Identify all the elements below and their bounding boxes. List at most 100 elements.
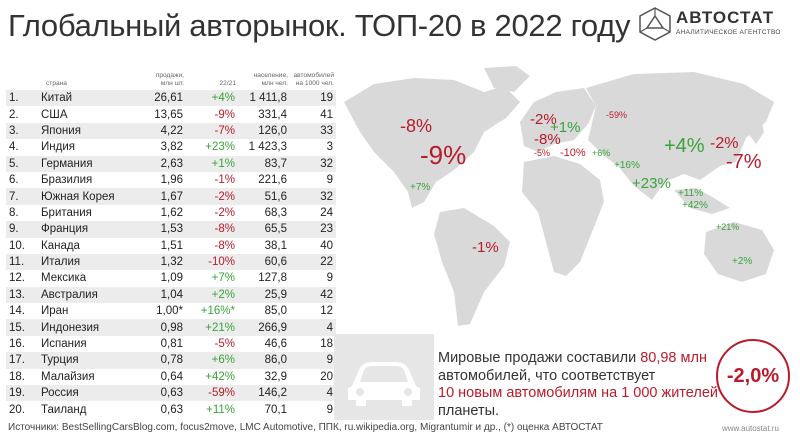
- table-row: 3. Япония 4,22 -7% 126,0 33: [6, 122, 336, 140]
- change-cell: +23%: [205, 141, 235, 154]
- country-cell: Британия: [41, 206, 92, 219]
- change-cell: +21%: [186, 319, 238, 336]
- table-row: 12. Мексика 1,09 +7% 127,8 9: [6, 270, 336, 286]
- europe-shape: [520, 88, 596, 152]
- sales-cell: 1,51: [160, 239, 183, 252]
- country-cell: Испания: [41, 338, 87, 351]
- logo-tagline: АНАЛИТИЧЕСКОЕ АГЕНТСТВО: [676, 29, 781, 36]
- population-cell: 70,1: [264, 403, 287, 416]
- sales-cell: 0,81: [160, 338, 183, 351]
- total-sales-value: 80,98 млн: [640, 350, 707, 366]
- cars-per-1000-cell: 24: [320, 206, 333, 219]
- rank-cell: 12.: [9, 272, 25, 285]
- rank-cell: 2.: [9, 108, 19, 121]
- table-row: 11. Италия 1,32 -10% 60,6 22: [6, 253, 336, 271]
- population-cell: 38,1: [264, 239, 287, 252]
- cars-per-1000-cell: 9: [326, 272, 333, 285]
- website-url: www.autostat.ru: [722, 424, 779, 433]
- country-cell: Малайзия: [41, 370, 95, 383]
- table-row: 15. Индонезия 0,98 +21% 266,9 4: [6, 319, 336, 336]
- map-change-label: -5%: [534, 148, 550, 158]
- table-row: 2. США 13,65 -9% 331,4 41: [6, 106, 336, 122]
- map-change-label: +21%: [716, 222, 739, 232]
- table-row: 5. Германия 2,63 +1% 83,7 32: [6, 155, 336, 172]
- car-icon: [348, 362, 420, 406]
- country-cell: Индонезия: [38, 319, 142, 336]
- table-row: 9. Франция 1,53 -8% 65,5 23: [6, 221, 336, 238]
- rank-cell: 1.: [6, 90, 38, 107]
- map-change-label: -2%: [530, 111, 557, 128]
- sales-cell: 1,62: [160, 206, 183, 219]
- map-change-label: +23%: [632, 175, 671, 192]
- table-body: 1. Китай 26,61 +4% 1 411,8 19 2. США 13,65 -9% 331…: [6, 90, 336, 418]
- table-row: 19. Россия 0,63 -59% 146,2 4: [6, 385, 336, 402]
- country-cell: Австралия: [38, 286, 142, 304]
- cars-per-1000-cell: 3: [326, 141, 333, 154]
- south-america-shape: [434, 208, 510, 326]
- population-cell: 60,6: [238, 253, 290, 271]
- sales-cell: 0,64: [160, 370, 183, 383]
- change-cell: -5%: [214, 338, 235, 351]
- cars-per-1000-cell: 9: [290, 352, 336, 369]
- change-cell: +16%*: [200, 305, 235, 318]
- map-change-label: -8%: [534, 131, 561, 148]
- sales-cell: 0,63: [142, 385, 186, 402]
- sales-cell: 0,98: [142, 319, 186, 336]
- table-row: 7. Южная Корея 1,67 -2% 51,6 32: [6, 188, 336, 205]
- north-america-shape: [344, 78, 520, 208]
- autostat-logo: АВТОСТАТ АНАЛИТИЧЕСКОЕ АГЕНТСТВО: [636, 4, 796, 46]
- country-cell: Мексика: [41, 272, 87, 285]
- cars-per-1000-cell: 12: [320, 305, 333, 318]
- map-change-label: -59%: [606, 110, 627, 120]
- country-cell: Франция: [38, 221, 142, 238]
- population-cell: 1 423,3: [248, 141, 287, 154]
- country-cell: Иран: [41, 305, 69, 318]
- rank-cell: 10.: [9, 239, 25, 252]
- asia-shape: [586, 72, 774, 200]
- population-cell: 221,6: [258, 174, 287, 187]
- rank-cell: 3.: [6, 122, 38, 140]
- table-row: 10. Канада 1,51 -8% 38,1 40: [6, 238, 336, 254]
- rank-cell: 17.: [6, 352, 38, 369]
- sales-cell: 2,63: [142, 155, 186, 172]
- table-row: 18. Малайзия 0,64 +42% 32,9 20: [6, 369, 336, 385]
- continents: [344, 66, 774, 326]
- map-change-label: +7%: [410, 182, 430, 193]
- cars-per-1000-cell: 23: [290, 221, 336, 238]
- cars-per-1000-cell: 19: [290, 90, 336, 107]
- cars-per-1000-cell: 4: [290, 319, 336, 336]
- table-row: 1. Китай 26,61 +4% 1 411,8 19: [6, 90, 336, 107]
- sales-cell: 13,65: [154, 108, 183, 121]
- cars-per-1000-cell: 4: [290, 385, 336, 402]
- population-cell: 1 411,8: [238, 90, 290, 107]
- population-cell: 46,6: [264, 338, 287, 351]
- table-row: 20. Таиланд 0,63 +11% 70,1 9: [6, 401, 336, 417]
- change-cell: +1%: [186, 155, 238, 172]
- table-row: 8. Британия 1,62 -2% 68,3 24: [6, 205, 336, 221]
- summary-line-4: планеты.: [438, 402, 500, 419]
- cars-per-1000-cell: 22: [290, 253, 336, 271]
- population-cell: 331,4: [258, 108, 287, 121]
- population-cell: 127,8: [258, 272, 287, 285]
- country-cell: Южная Корея: [38, 188, 142, 205]
- summary-text: Мировые продажи составили 80,98 млн авто…: [438, 350, 730, 420]
- change-cell: -8%: [214, 239, 235, 252]
- country-cell: Россия: [38, 385, 142, 402]
- change-cell: -7%: [186, 122, 238, 140]
- map-change-label: -8%: [400, 116, 432, 136]
- hexagon-logo-icon: [639, 7, 671, 41]
- country-cell: Бразилия: [41, 174, 93, 187]
- africa-shape: [522, 156, 604, 276]
- map-change-label: +4%: [664, 135, 705, 157]
- population-cell: 146,2: [238, 385, 290, 402]
- change-cell: -59%: [186, 385, 238, 402]
- greenland-shape: [484, 66, 530, 92]
- map-change-label: -9%: [420, 140, 466, 170]
- cars-per-1000-cell: 32: [290, 155, 336, 172]
- country-cell: Китай: [38, 90, 142, 107]
- sales-cell: 1,09: [160, 272, 183, 285]
- population-cell: 126,0: [238, 122, 290, 140]
- map-change-label: +42%: [682, 200, 708, 211]
- summary-line-3: 10 новым автомобилям на 1 000 жителей: [438, 385, 718, 401]
- rank-cell: 16.: [9, 338, 25, 351]
